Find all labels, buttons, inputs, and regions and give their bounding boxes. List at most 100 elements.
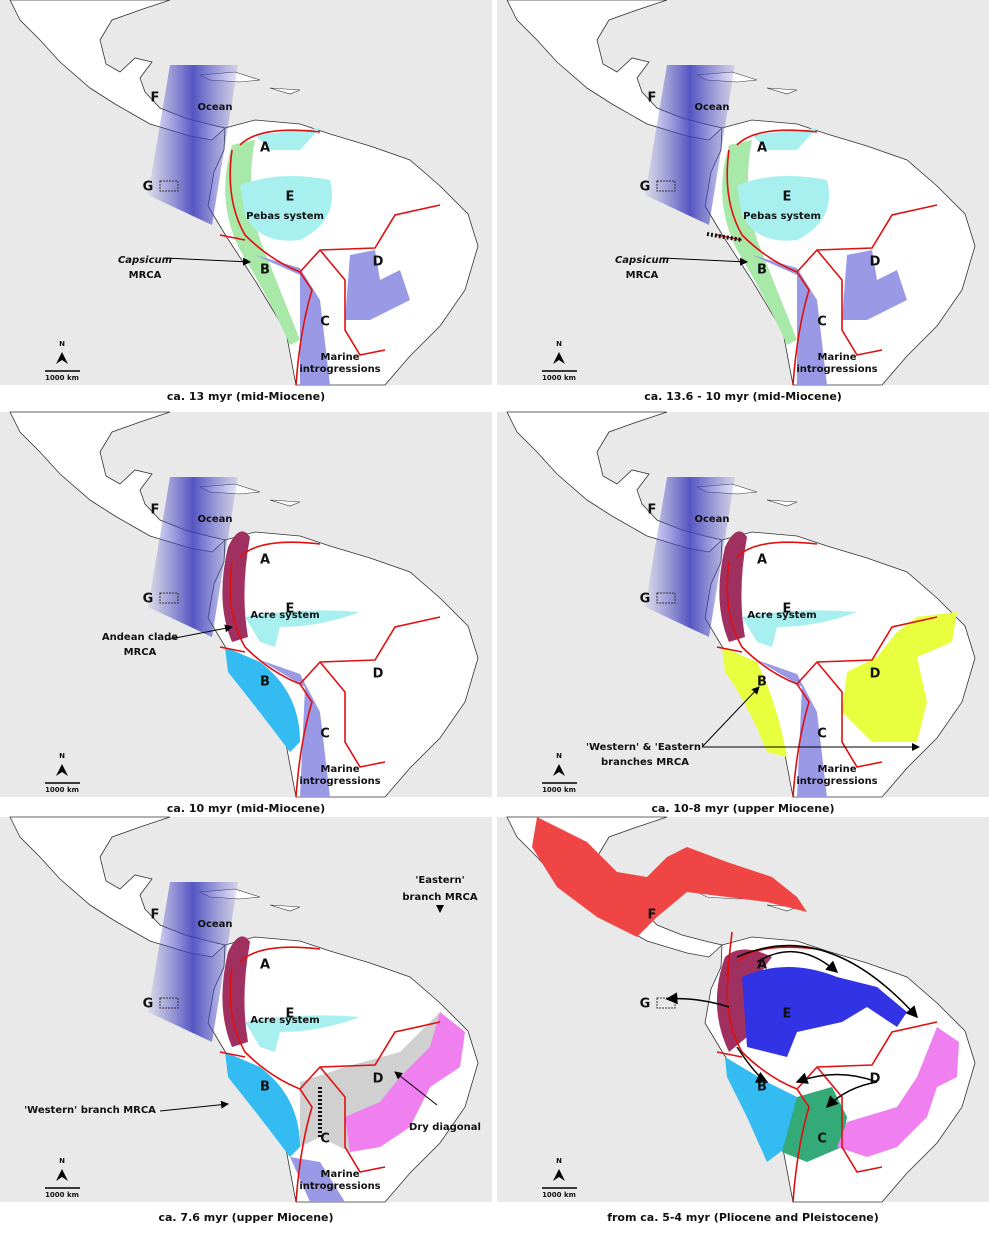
arrow bbox=[825, 1081, 878, 1109]
map-label: A bbox=[757, 141, 767, 156]
map-label: C bbox=[320, 315, 330, 330]
panel-caption: ca. 10 myr (mid-Miocene) bbox=[167, 802, 325, 815]
boundary bbox=[299, 616, 441, 768]
map-label: F bbox=[648, 503, 657, 518]
arrow bbox=[701, 686, 760, 748]
map-label: MRCA bbox=[124, 647, 157, 658]
boundary bbox=[736, 129, 818, 146]
map-label: Ocean bbox=[694, 514, 729, 525]
map-label: A bbox=[260, 553, 270, 568]
map-label: D bbox=[870, 255, 881, 270]
map-label: Capsicum bbox=[118, 255, 172, 266]
region bbox=[742, 967, 907, 1057]
map-label: N bbox=[59, 752, 65, 760]
boundary bbox=[716, 646, 743, 653]
map-label: E bbox=[783, 1007, 792, 1022]
boundary bbox=[736, 541, 818, 558]
map-label: F bbox=[648, 908, 657, 923]
region bbox=[222, 936, 250, 1047]
arrow bbox=[736, 944, 919, 1019]
arrow bbox=[159, 1100, 229, 1112]
map-label: B bbox=[260, 675, 270, 690]
region bbox=[842, 250, 907, 320]
g-pattern bbox=[656, 180, 676, 192]
map-label: Marine bbox=[321, 764, 360, 775]
map-label: N bbox=[556, 1157, 562, 1165]
map-label: Ocean bbox=[197, 919, 232, 930]
g-pattern bbox=[159, 180, 179, 192]
map-label: C bbox=[817, 1132, 827, 1147]
g-pattern bbox=[656, 592, 676, 604]
map-label: D bbox=[373, 1072, 384, 1087]
boundary bbox=[239, 541, 321, 558]
map-label: C bbox=[320, 1132, 330, 1147]
map-label: F bbox=[151, 503, 160, 518]
map-label: 'Western' & 'Eastern' bbox=[586, 742, 704, 753]
ocean-band bbox=[148, 477, 238, 637]
map-panel: F Ocean A E G Pebas system Capsicum MRCA B C D Mari… bbox=[497, 0, 989, 386]
map-label: N bbox=[556, 752, 562, 760]
map-label: G bbox=[143, 592, 154, 607]
map-label: branches MRCA bbox=[601, 757, 689, 768]
region bbox=[737, 176, 829, 241]
map-label: Acre system bbox=[250, 610, 319, 621]
barrier bbox=[706, 232, 743, 242]
boundary bbox=[239, 946, 321, 963]
region bbox=[245, 610, 360, 647]
region bbox=[837, 1027, 959, 1157]
panel-caption: from ca. 5-4 myr (Pliocene and Pleistoce… bbox=[607, 1211, 879, 1224]
boundary bbox=[726, 149, 810, 386]
ocean-band bbox=[645, 65, 735, 225]
map-label: B bbox=[757, 263, 767, 278]
map-label: B bbox=[260, 1080, 270, 1095]
g-pattern bbox=[159, 592, 179, 604]
map-label: Ocean bbox=[197, 102, 232, 113]
g-pattern bbox=[159, 997, 179, 1009]
region bbox=[345, 250, 410, 320]
panel-caption: ca. 13.6 - 10 myr (mid-Miocene) bbox=[644, 390, 842, 403]
map-label: Capsicum bbox=[615, 255, 669, 266]
region bbox=[719, 531, 747, 642]
ocean-band bbox=[645, 477, 735, 637]
region bbox=[225, 1052, 300, 1157]
boundary bbox=[726, 561, 810, 798]
north-arrow bbox=[56, 1169, 68, 1181]
boundary bbox=[796, 1021, 938, 1173]
map-label: F bbox=[151, 908, 160, 923]
map-label: C bbox=[817, 315, 827, 330]
map-label: 'Eastern' bbox=[415, 875, 464, 886]
map-label: Ocean bbox=[197, 514, 232, 525]
map-label: D bbox=[870, 667, 881, 682]
map-label: G bbox=[640, 997, 651, 1012]
arrow bbox=[164, 624, 233, 641]
map-label: A bbox=[260, 958, 270, 973]
map-label: G bbox=[640, 180, 651, 195]
region bbox=[240, 176, 332, 241]
map-label: Dry diagonal bbox=[409, 1122, 481, 1133]
arrow bbox=[736, 1046, 769, 1083]
region bbox=[225, 647, 300, 752]
region bbox=[752, 128, 817, 150]
panel-caption: ca. 13 myr (mid-Miocene) bbox=[167, 390, 325, 403]
map-label: Pebas system bbox=[743, 211, 821, 222]
map-label: 1000 km bbox=[45, 1191, 79, 1199]
boundary bbox=[219, 234, 246, 241]
map-label: E bbox=[783, 602, 792, 617]
map-label: E bbox=[783, 190, 792, 205]
map-label: 1000 km bbox=[45, 786, 79, 794]
map-label: Marine bbox=[818, 764, 857, 775]
north-arrow bbox=[56, 764, 68, 776]
ocean-band bbox=[148, 882, 238, 1042]
map-panel: F Ocean A E G Pebas system Capsicum MRCA B C D Mari… bbox=[0, 0, 492, 386]
map-panel: F A E G B C D N 1000 km bbox=[497, 816, 989, 1203]
map-label: 1000 km bbox=[542, 786, 576, 794]
map-label: A bbox=[757, 553, 767, 568]
region bbox=[255, 128, 320, 150]
map-label: N bbox=[59, 340, 65, 348]
map-label: 1000 km bbox=[542, 374, 576, 382]
arrow bbox=[795, 1072, 878, 1084]
map-label: Andean clade bbox=[102, 632, 178, 643]
map-label: introgressions bbox=[796, 364, 877, 375]
map-label: MRCA bbox=[626, 270, 659, 281]
